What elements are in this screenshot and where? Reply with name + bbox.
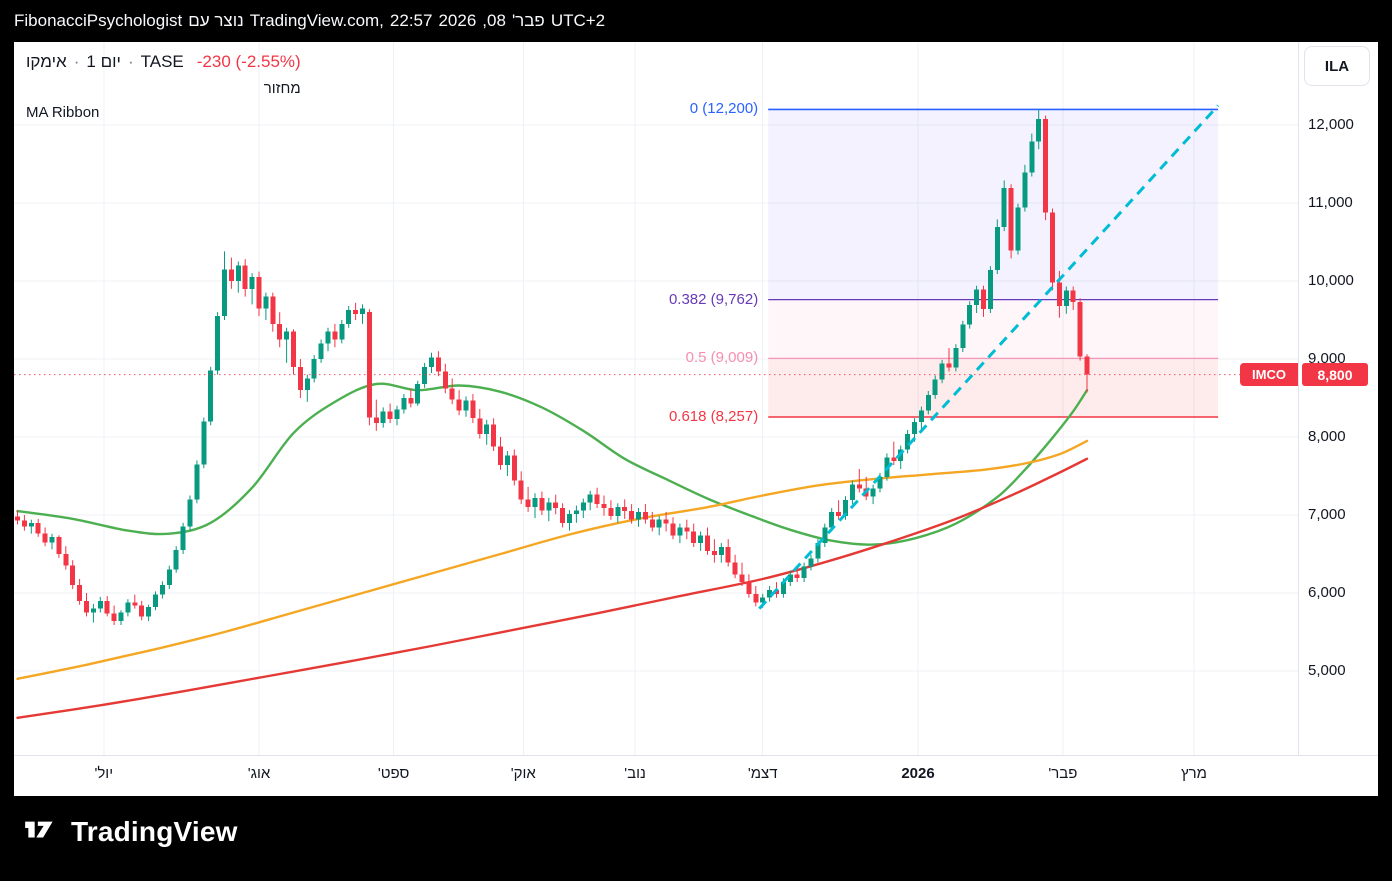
created-with-text: נוצר עם (188, 11, 244, 30)
time-axis-label: נוב' (624, 765, 646, 782)
time-axis[interactable]: יול' אוג' ספט' אוק' נוב' דצמ' 2026 פבר' מרץ (14, 755, 1378, 796)
last-price-tag: 8,800 (1302, 363, 1368, 387)
exchange-label: TASE (140, 52, 184, 71)
price-change-label: -230 (-2.55%) (196, 52, 301, 71)
price-axis-label: 11,000 (1308, 194, 1353, 211)
snapshot-time: 22:57 (389, 11, 433, 30)
snapshot-month: פבר' (511, 11, 545, 30)
price-axis-label: 6,000 (1308, 584, 1346, 601)
chart-panel: אימקו · 1 יום · TASE -230 (-2.55%) מחזור… (14, 42, 1378, 796)
site-name: TradingView.com, (249, 11, 384, 30)
author-name: FibonacciPsychologist (14, 11, 183, 30)
snapshot-timezone: UTC+2 (550, 11, 606, 30)
legend-separator: · (73, 52, 80, 71)
chart-pane[interactable]: 0 (12,200) 0.382 (9,762) 0.5 (9,009) 0.618 … (14, 42, 1298, 755)
fib-level-label: 0.382 (9,762) (668, 290, 759, 308)
time-axis-label: אוק' (510, 765, 536, 782)
price-axis-label: 12,000 (1308, 116, 1354, 133)
time-axis-label: יול' (94, 765, 114, 782)
time-axis-label: 2026 (901, 765, 935, 782)
price-axis-label: 5,000 (1308, 662, 1346, 679)
time-axis-label: ספט' (377, 765, 410, 782)
price-axis-label: 10,000 (1308, 272, 1354, 289)
time-axis-label: מרץ (1181, 765, 1207, 782)
price-axis-label: 8,000 (1308, 428, 1346, 445)
tradingview-brand-text: TradingView (71, 815, 238, 847)
attribution-bar: FibonacciPsychologist נוצר עם TradingVie… (0, 0, 1392, 42)
indicator-ma-ribbon-label: MA Ribbon (26, 104, 100, 121)
candlestick-chart (14, 42, 1298, 755)
tradingview-logo-icon (22, 810, 60, 853)
chart-legend: אימקו · 1 יום · TASE -230 (-2.55%) מחזור… (26, 52, 301, 121)
symbol-logo-badge: ILA (1304, 46, 1370, 86)
fib-level-label: 0 (12,200) (689, 100, 759, 118)
legend-separator: · (127, 52, 134, 71)
tradingview-watermark[interactable]: TradingView (22, 810, 238, 853)
indicator-volume-label: מחזור (263, 80, 301, 97)
fib-level-label: 0.5 (9,009) (685, 349, 759, 367)
price-axis[interactable]: 12,000 11,000 10,000 9,000 8,000 7,000 6,000 5,… (1298, 42, 1378, 755)
interval-label: 1 יום (86, 52, 121, 71)
symbol-legend-row: אימקו · 1 יום · TASE -230 (-2.55%) (26, 52, 301, 72)
price-axis-label: 7,000 (1308, 506, 1346, 523)
price-axis-label: 9,000 (1308, 350, 1346, 367)
time-axis-label: פבר' (1048, 765, 1078, 782)
time-axis-label: אוג' (247, 765, 271, 782)
time-axis-label: דצמ' (747, 765, 778, 782)
symbol-price-line-tag: IMCO (1240, 363, 1298, 387)
snapshot-day: ,08 (482, 11, 506, 30)
snapshot-year: 2026 (438, 11, 477, 30)
symbol-name: אימקו (26, 52, 67, 71)
fib-level-label: 0.618 (8,257) (668, 408, 759, 425)
